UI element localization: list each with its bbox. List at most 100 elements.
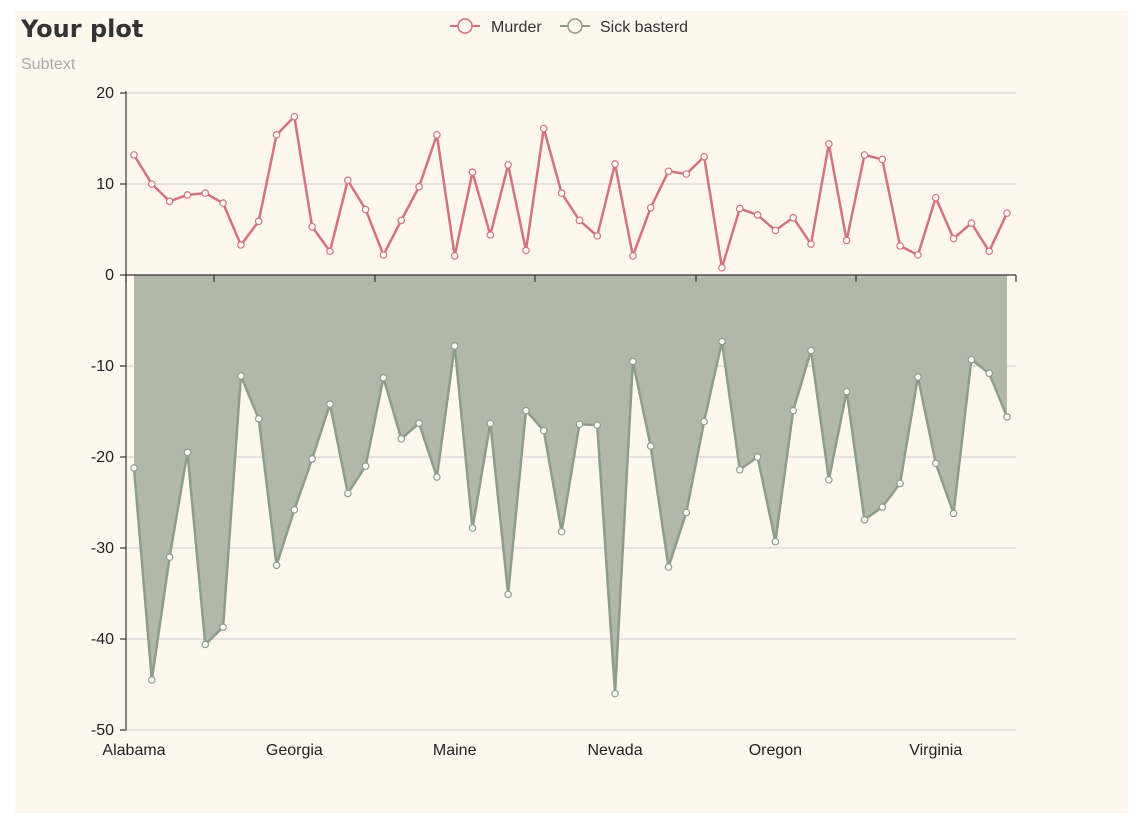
data-point-sick-basterd[interactable] <box>967 355 976 364</box>
data-point-murder[interactable] <box>397 216 406 225</box>
data-point-murder[interactable] <box>415 182 423 191</box>
data-point-murder[interactable] <box>557 189 566 197</box>
data-point-sick-basterd[interactable] <box>629 357 637 366</box>
data-point-murder[interactable] <box>468 168 477 176</box>
data-point-sick-basterd[interactable] <box>949 509 958 518</box>
data-point-sick-basterd[interactable] <box>985 369 993 378</box>
data-point-murder[interactable] <box>1003 209 1011 217</box>
data-point-murder[interactable] <box>504 161 512 169</box>
data-point-sick-basterd[interactable] <box>860 515 869 524</box>
data-point-murder[interactable] <box>486 231 495 239</box>
data-point-murder[interactable] <box>825 140 833 148</box>
data-point-sick-basterd[interactable] <box>183 448 192 457</box>
data-point-murder[interactable] <box>201 189 210 197</box>
data-point-sick-basterd[interactable] <box>825 475 833 484</box>
data-point-sick-basterd[interactable] <box>557 527 566 536</box>
data-point-sick-basterd[interactable] <box>575 420 584 429</box>
legend[interactable]: Murder Sick basterd <box>450 18 688 36</box>
data-point-sick-basterd[interactable] <box>504 590 512 599</box>
data-point-sick-basterd[interactable] <box>379 374 388 382</box>
legend-item-murder[interactable]: Murder <box>450 18 542 36</box>
data-point-sick-basterd[interactable] <box>308 455 316 463</box>
data-point-murder[interactable] <box>433 131 441 139</box>
data-point-sick-basterd[interactable] <box>361 462 370 470</box>
legend-item-sick-basterd[interactable]: Sick basterd <box>560 18 688 36</box>
data-point-murder[interactable] <box>753 211 762 219</box>
data-point-sick-basterd[interactable] <box>468 524 477 532</box>
data-point-murder[interactable] <box>771 226 780 235</box>
data-point-murder[interactable] <box>700 152 708 161</box>
data-point-murder[interactable] <box>361 205 370 214</box>
data-point-murder[interactable] <box>718 263 726 272</box>
data-point-murder[interactable] <box>949 234 958 243</box>
data-point-murder[interactable] <box>807 240 815 248</box>
data-point-murder[interactable] <box>735 204 744 213</box>
data-point-murder[interactable] <box>522 246 530 255</box>
data-point-sick-basterd[interactable] <box>415 419 423 428</box>
data-point-murder[interactable] <box>148 180 156 188</box>
data-point-murder[interactable] <box>682 170 691 178</box>
data-point-murder[interactable] <box>343 176 352 185</box>
data-point-murder[interactable] <box>254 217 263 226</box>
data-point-sick-basterd[interactable] <box>237 372 245 380</box>
data-point-murder[interactable] <box>219 199 227 207</box>
data-point-murder[interactable] <box>539 124 548 133</box>
data-point-murder[interactable] <box>326 247 334 256</box>
data-point-murder[interactable] <box>308 222 316 231</box>
data-point-sick-basterd[interactable] <box>148 676 156 684</box>
data-point-sick-basterd[interactable] <box>682 508 691 517</box>
data-point-sick-basterd[interactable] <box>807 346 815 355</box>
data-point-sick-basterd[interactable] <box>718 337 726 346</box>
data-point-murder[interactable] <box>967 219 976 227</box>
data-point-sick-basterd[interactable] <box>326 400 334 409</box>
data-point-sick-basterd[interactable] <box>700 417 708 426</box>
data-point-sick-basterd[interactable] <box>290 505 299 514</box>
data-point-sick-basterd[interactable] <box>914 373 922 381</box>
data-point-murder[interactable] <box>575 216 584 225</box>
data-point-sick-basterd[interactable] <box>539 426 548 435</box>
data-point-sick-basterd[interactable] <box>130 464 138 472</box>
data-point-murder[interactable] <box>611 160 619 168</box>
data-point-sick-basterd[interactable] <box>397 434 406 443</box>
data-point-murder[interactable] <box>165 197 174 206</box>
data-point-murder[interactable] <box>860 151 869 159</box>
data-point-murder[interactable] <box>629 252 637 260</box>
data-point-sick-basterd[interactable] <box>433 473 441 481</box>
data-point-sick-basterd[interactable] <box>1003 413 1011 421</box>
data-point-sick-basterd[interactable] <box>486 419 495 428</box>
data-point-murder[interactable] <box>664 167 673 176</box>
data-point-sick-basterd[interactable] <box>450 342 459 350</box>
data-point-murder[interactable] <box>290 112 299 121</box>
data-point-murder[interactable] <box>789 213 798 222</box>
data-point-sick-basterd[interactable] <box>219 623 227 631</box>
data-point-murder[interactable] <box>183 191 192 199</box>
data-point-sick-basterd[interactable] <box>522 406 530 415</box>
data-point-sick-basterd[interactable] <box>753 453 762 461</box>
data-point-murder[interactable] <box>379 251 388 259</box>
data-point-sick-basterd[interactable] <box>272 561 281 570</box>
data-point-murder[interactable] <box>237 241 245 249</box>
data-point-sick-basterd[interactable] <box>593 421 602 429</box>
data-point-sick-basterd[interactable] <box>771 537 780 546</box>
data-point-sick-basterd[interactable] <box>646 442 655 450</box>
data-point-sick-basterd[interactable] <box>789 406 798 415</box>
data-point-sick-basterd[interactable] <box>896 479 904 488</box>
data-point-sick-basterd[interactable] <box>611 689 619 698</box>
data-point-murder[interactable] <box>878 155 887 164</box>
data-point-sick-basterd[interactable] <box>842 387 851 396</box>
data-point-sick-basterd[interactable] <box>878 503 887 511</box>
data-point-murder[interactable] <box>914 251 922 259</box>
data-point-murder[interactable] <box>931 193 940 202</box>
data-point-sick-basterd[interactable] <box>201 640 210 649</box>
data-point-murder[interactable] <box>450 252 459 260</box>
data-point-murder[interactable] <box>985 247 993 256</box>
data-point-sick-basterd[interactable] <box>931 459 940 468</box>
data-point-murder[interactable] <box>842 236 851 245</box>
data-point-murder[interactable] <box>896 242 904 250</box>
data-point-murder[interactable] <box>130 151 138 159</box>
data-point-sick-basterd[interactable] <box>664 563 673 571</box>
data-point-murder[interactable] <box>646 203 655 212</box>
data-point-murder[interactable] <box>593 232 602 240</box>
data-point-sick-basterd[interactable] <box>165 553 174 561</box>
data-point-sick-basterd[interactable] <box>343 489 352 498</box>
